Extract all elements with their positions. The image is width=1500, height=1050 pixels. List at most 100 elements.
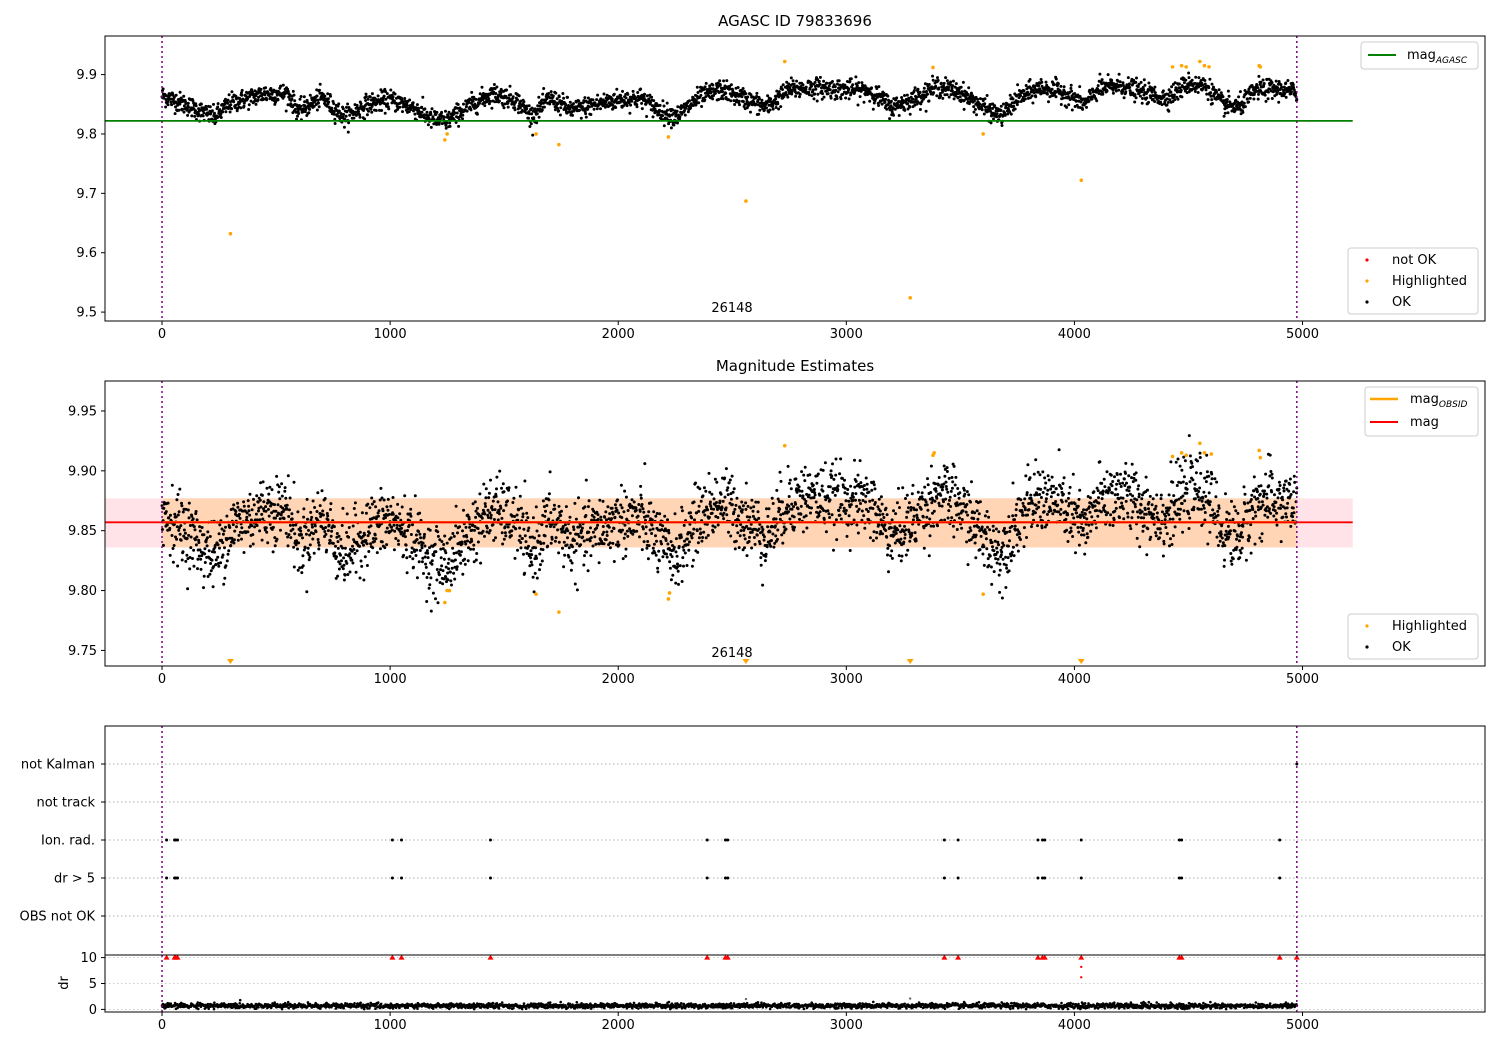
ok-point bbox=[735, 98, 739, 102]
ok-point bbox=[476, 527, 480, 530]
ok-point bbox=[617, 511, 621, 515]
ok-point bbox=[694, 99, 698, 103]
ok-point bbox=[1201, 83, 1204, 87]
ok-point bbox=[236, 505, 240, 509]
ok-point bbox=[620, 516, 624, 519]
ok-point bbox=[584, 115, 588, 119]
ok-point bbox=[250, 524, 254, 528]
ok-point bbox=[397, 542, 401, 546]
ok-point bbox=[692, 527, 696, 531]
ok-point bbox=[384, 97, 388, 101]
ok-point bbox=[621, 89, 624, 93]
ok-point bbox=[872, 101, 876, 105]
ok-point bbox=[545, 524, 549, 528]
ok-point bbox=[232, 100, 236, 104]
ok-point bbox=[169, 100, 173, 104]
ok-point bbox=[579, 543, 583, 547]
ok-point bbox=[746, 504, 750, 508]
ok-point bbox=[191, 557, 194, 560]
ok-point bbox=[750, 498, 754, 502]
ok-point bbox=[959, 85, 963, 89]
ok-point bbox=[504, 503, 508, 507]
ok-point bbox=[596, 513, 600, 517]
ok-point bbox=[505, 88, 508, 92]
ok-point bbox=[728, 87, 732, 91]
ok-point bbox=[735, 524, 739, 528]
ok-point bbox=[771, 502, 775, 505]
ok-point bbox=[562, 96, 566, 100]
ok-point bbox=[1070, 108, 1074, 112]
ok-point bbox=[665, 101, 669, 105]
ok-point bbox=[649, 101, 652, 105]
ok-point bbox=[177, 526, 181, 530]
ok-point bbox=[771, 532, 775, 536]
ok-point bbox=[1261, 78, 1265, 82]
ok-point bbox=[421, 541, 425, 545]
ok-point bbox=[404, 543, 408, 547]
ok-point bbox=[838, 87, 842, 91]
ok-point bbox=[217, 564, 221, 568]
ok-point bbox=[483, 512, 487, 516]
ok-point bbox=[265, 486, 269, 490]
ok-point bbox=[173, 512, 177, 516]
ok-point bbox=[1194, 86, 1198, 90]
ok-point bbox=[753, 542, 757, 546]
ok-point bbox=[604, 538, 608, 542]
agasc-panel: AGASC ID 79833696 0 1000 2000 3000 4000 50009… bbox=[76, 12, 1486, 342]
ok-point bbox=[724, 467, 728, 471]
ok-point bbox=[447, 557, 451, 561]
ok-point bbox=[572, 102, 575, 106]
ok-point bbox=[1111, 91, 1115, 95]
ok-point bbox=[639, 493, 643, 497]
ok-point bbox=[320, 489, 324, 493]
ok-point bbox=[741, 100, 745, 103]
ok-point bbox=[1205, 92, 1209, 96]
ok-point bbox=[170, 103, 174, 107]
ok-point bbox=[993, 104, 997, 108]
ok-point bbox=[656, 570, 660, 574]
ok-point bbox=[197, 541, 201, 544]
ok-point bbox=[379, 547, 382, 551]
ok-point bbox=[647, 544, 651, 548]
ok-point bbox=[1069, 83, 1073, 87]
ok-point bbox=[728, 478, 732, 482]
ok-point bbox=[820, 97, 824, 101]
ok-point bbox=[811, 88, 815, 92]
ok-point bbox=[309, 510, 313, 514]
ok-point bbox=[507, 488, 511, 492]
ok-point bbox=[267, 492, 271, 496]
ok-point bbox=[426, 123, 430, 127]
ok-point bbox=[323, 530, 327, 533]
ok-point bbox=[1168, 98, 1172, 102]
ok-point bbox=[292, 480, 296, 484]
ok-point bbox=[1139, 80, 1143, 84]
ok-point bbox=[197, 554, 201, 558]
ok-point bbox=[435, 568, 439, 571]
ok-point bbox=[682, 564, 685, 568]
ok-point bbox=[889, 104, 893, 108]
ok-point bbox=[418, 532, 422, 536]
ok-point bbox=[655, 539, 658, 543]
ok-point bbox=[274, 509, 278, 513]
ok-point bbox=[844, 96, 848, 100]
ok-point bbox=[1106, 73, 1110, 77]
ok-point bbox=[681, 556, 685, 560]
ok-point bbox=[774, 517, 778, 521]
ok-point bbox=[385, 505, 389, 509]
ok-point bbox=[605, 534, 609, 537]
ok-point bbox=[565, 543, 569, 547]
ok-point bbox=[425, 549, 429, 553]
ok-point bbox=[1186, 85, 1190, 89]
ok-point bbox=[475, 506, 479, 510]
ok-point bbox=[682, 548, 686, 552]
ok-point bbox=[431, 115, 435, 119]
ok-point bbox=[573, 539, 577, 542]
ok-point bbox=[906, 102, 910, 106]
ok-point bbox=[247, 103, 251, 107]
ok-point bbox=[995, 115, 999, 119]
ok-point bbox=[761, 528, 765, 531]
ok-point bbox=[825, 81, 829, 85]
ok-point bbox=[756, 500, 760, 504]
ok-point bbox=[737, 99, 741, 103]
ok-point bbox=[522, 527, 526, 531]
